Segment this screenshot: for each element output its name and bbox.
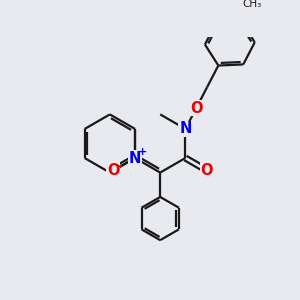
Text: -: - (117, 158, 122, 172)
Text: CH₃: CH₃ (242, 0, 261, 9)
Text: O: O (200, 163, 213, 178)
Text: O: O (190, 100, 203, 116)
Text: +: + (138, 148, 147, 158)
Text: N: N (179, 122, 192, 136)
Text: N: N (129, 151, 141, 166)
Text: O: O (107, 163, 120, 178)
